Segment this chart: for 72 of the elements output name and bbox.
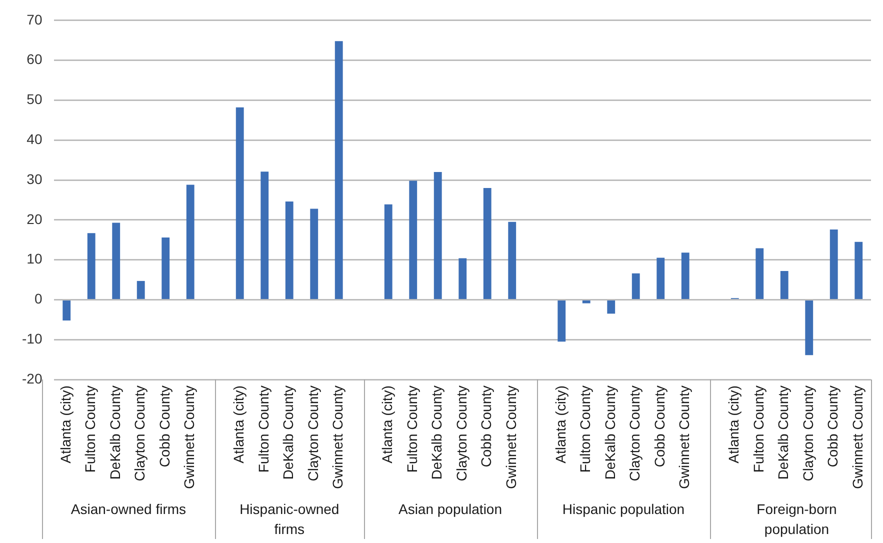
bar: [87, 233, 96, 299]
x-tick-label: Clayton County: [800, 386, 816, 482]
x-tick-label: Cobb County: [156, 386, 172, 468]
x-tick-label: Atlanta (city): [726, 386, 742, 464]
x-tick-label: Clayton County: [132, 386, 148, 482]
text: Foreign-born population: [756, 500, 837, 537]
bar: [62, 300, 71, 320]
bar: [681, 252, 690, 299]
bar: [558, 300, 566, 342]
text: Hispanic-owned firms: [240, 500, 340, 537]
bar: [236, 107, 244, 299]
bar: [409, 180, 418, 299]
y-tick-label: 60: [26, 51, 42, 68]
x-tick-label: Gwinnett County: [181, 386, 198, 490]
x-tick-label: Fulton County: [750, 386, 766, 473]
x-tick-label: Cobb County: [651, 386, 668, 468]
x-tick-label: Fulton County: [404, 386, 420, 473]
x-tick-label: DeKalb County: [280, 386, 296, 480]
x-tick-label: Atlanta (city): [552, 386, 568, 464]
bar: [310, 208, 318, 299]
y-tick-label: 0: [34, 290, 42, 307]
x-tick-label: Atlanta (city): [230, 386, 247, 464]
x-tick-label: Fulton County: [577, 386, 594, 473]
text: Asian-owned firms: [70, 500, 186, 517]
y-tick-label: -20: [22, 370, 42, 386]
x-tick-label: Atlanta (city): [57, 386, 74, 464]
x-tick-label: Gwinnett County: [330, 386, 346, 490]
bar: [780, 270, 788, 299]
x-tick-label: DeKalb County: [106, 386, 123, 480]
bar: [854, 242, 863, 299]
y-tick-label: 10: [26, 250, 42, 267]
y-tick-label: 40: [26, 130, 42, 147]
x-tick-label: DeKalb County: [428, 386, 445, 480]
bar: [508, 222, 516, 299]
x-tick-label: Gwinnett County: [502, 386, 519, 490]
y-tick-label: 30: [26, 170, 42, 187]
bar: [162, 237, 170, 299]
x-tick-label: Cobb County: [478, 386, 494, 468]
bar: [285, 202, 294, 299]
bar: [632, 273, 640, 299]
x-tick-label: Atlanta (city): [379, 386, 396, 464]
x-tick-label: Gwinnett County: [676, 386, 692, 490]
x-tick-label: Cobb County: [824, 386, 841, 468]
y-tick-label: 70: [26, 11, 42, 28]
x-tick-label: DeKalb County: [775, 386, 792, 480]
x-tick-label: Fulton County: [82, 386, 98, 473]
bar: [805, 300, 814, 356]
x-tick-label: Clayton County: [304, 386, 321, 482]
bar: [483, 188, 492, 299]
x-tick-label: Gwinnett County: [849, 386, 866, 490]
bar: [582, 300, 590, 304]
bar: [607, 300, 616, 314]
bar: [334, 41, 343, 299]
bar: [186, 184, 194, 299]
x-tick-label: Fulton County: [255, 386, 272, 473]
bar: [458, 258, 467, 299]
bar: [112, 222, 120, 299]
y-tick-label: 50: [26, 91, 42, 108]
y-tick-label: 20: [26, 210, 42, 227]
text: Asian population: [398, 500, 502, 517]
bar: [830, 229, 838, 299]
bar: [656, 258, 665, 299]
bar: [260, 172, 269, 299]
bar: [434, 172, 442, 299]
bar: [756, 248, 764, 299]
text: Hispanic population: [562, 500, 685, 517]
x-tick-label: Clayton County: [626, 386, 643, 482]
bar: [136, 280, 145, 299]
x-tick-label: DeKalb County: [602, 386, 618, 480]
y-tick-label: -10: [22, 330, 42, 346]
x-tick-label: Clayton County: [453, 386, 470, 482]
bar: [384, 204, 392, 299]
